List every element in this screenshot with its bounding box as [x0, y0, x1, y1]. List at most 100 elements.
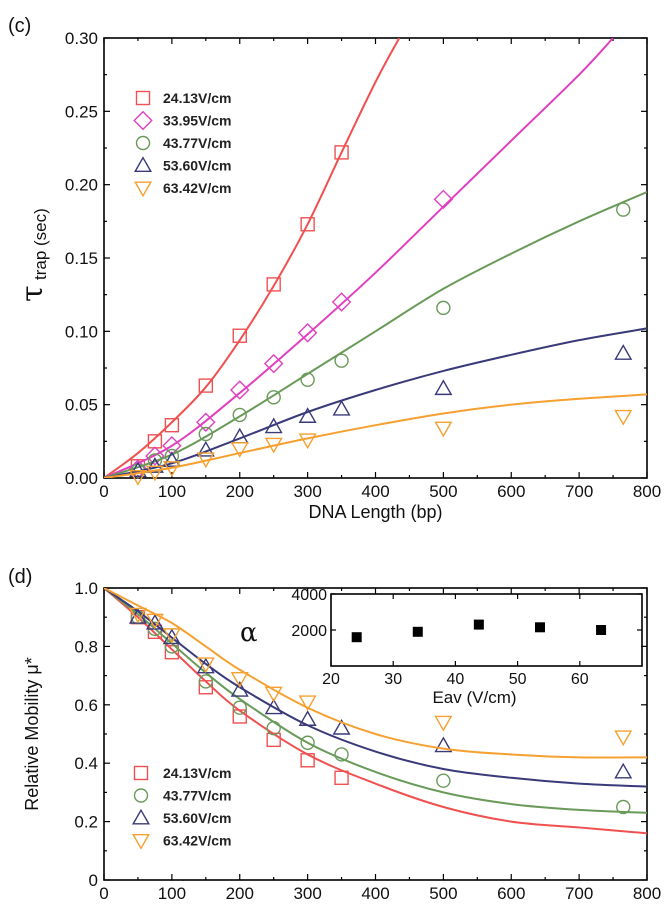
panel-c-yaxis-title-sub: trap (sec)	[31, 208, 50, 280]
panel-c-xtick-label: 800	[633, 482, 661, 501]
panel-d-inset-point	[412, 626, 423, 637]
panel-c-series-4377vcm-point	[436, 300, 451, 316]
panel-c-xtick-label: 0	[99, 482, 108, 501]
panel-d: 0 100 200 300 400 500 600 700 800 0 0.2 0.4 0.6 0.8 1.…	[8, 566, 661, 906]
panel-c-legend-label: 63.42V/cm	[163, 180, 232, 196]
panel-d-series-6342vcm-point	[264, 686, 283, 703]
panel-c-series-3395vcm-point	[331, 292, 352, 312]
panel-c-xtick-label: 700	[565, 482, 593, 501]
panel-d-series-5360vcm-point	[614, 762, 633, 779]
panel-d-series-4377vcm-point	[164, 639, 180, 654]
panel-d-xtick-label: 600	[497, 884, 525, 903]
panel-c-xaxis-title: DNA Length (bp)	[308, 502, 442, 522]
panel-c-series-2413vcm-fit-line	[104, 38, 401, 478]
panel-c-series-5360vcm-point	[196, 440, 215, 457]
panel-c-series-6342vcm-point	[230, 442, 249, 458]
panel-c-series-4377vcm-point	[198, 426, 214, 442]
panel-c-series-3395vcm-point	[297, 323, 318, 343]
panel-c-series-6342vcm-point	[614, 409, 633, 426]
panel-c-series-3395vcm-point	[263, 353, 284, 374]
panel-c-series-6342vcm	[104, 393, 647, 486]
panel-c-series-5360vcm-point	[145, 457, 164, 473]
panel-c-series-3395vcm-point	[433, 189, 454, 210]
panel-c-series-4377vcm-point	[616, 202, 631, 217]
panel-d-series-4377vcm-point	[334, 747, 349, 762]
panel-c-series-6342vcm-point	[434, 421, 453, 438]
panel-c-series-4377vcm-point	[300, 372, 315, 387]
panel-d-ytick-label: 0.4	[74, 754, 98, 773]
panel-d-legend-label: 43.77V/cm	[163, 788, 232, 804]
panel-c-series-2413vcm-point	[334, 145, 349, 160]
panel-d-series-2413vcm-point	[334, 770, 349, 785]
panel-d-legend-label: 53.60V/cm	[163, 810, 232, 826]
panel-d-series-5360vcm-point	[332, 718, 351, 735]
panel-c-series-6342vcm-point	[162, 461, 181, 477]
panel-c-series-4377vcm-point	[232, 407, 247, 423]
panel-d-xtick-label: 200	[226, 884, 254, 903]
panel-c-legend-marker	[133, 110, 153, 131]
panel-c-series-5360vcm-point	[128, 461, 147, 478]
panel-d-series-6342vcm-fit-line	[104, 588, 647, 759]
panel-d-inset-yaxis-title: α	[240, 618, 258, 648]
panel-c-ytick-label: 0.05	[65, 396, 98, 415]
panel-c-series-4377vcm-point	[334, 353, 349, 368]
panel-c-series-5360vcm-fit-line	[104, 327, 647, 478]
panel-d-inset-xtick-label: 30	[384, 671, 402, 688]
panel-c-legend-label: 53.60V/cm	[163, 158, 232, 174]
panel-d-ytick-label: 0.8	[74, 637, 98, 656]
panel-c-series-5360vcm-point	[332, 399, 351, 416]
panel-d-series-2413vcm-point	[198, 680, 214, 695]
panel-c-series-3395vcm-point	[229, 380, 250, 400]
panel-c-ytick-label: 0.10	[65, 322, 98, 341]
panel-d-series-6342vcm	[104, 588, 647, 759]
panel-c-series-3395vcm-fit-line	[104, 38, 614, 478]
panel-d-series-5360vcm-point	[434, 736, 453, 753]
panel-c-yaxis-title-tau: τ	[15, 285, 50, 302]
panel-c-legend-label: 33.95V/cm	[163, 113, 232, 129]
panel-d-legend: 24.13V/cm 43.77V/cm 53.60V/cm 63.42V/cm	[131, 765, 232, 850]
panel-c-series-5360vcm-point	[264, 417, 283, 434]
panel-c-legend-marker	[135, 90, 151, 106]
panel-d-xtick-label: 700	[565, 884, 593, 903]
panel-d-series-6342vcm-point	[614, 730, 633, 747]
panel-d-inset-frame	[330, 593, 643, 667]
panel-d-series-6342vcm-point	[145, 613, 164, 630]
panel-d-legend-marker	[131, 808, 151, 825]
panel-c-legend-marker	[133, 181, 153, 198]
panel-c-ytick-label: 0.20	[65, 176, 98, 195]
panel-c-series-4377vcm-point	[266, 390, 281, 405]
panel-d-xtick-label: 800	[633, 884, 661, 903]
panel-d-inset-point	[351, 632, 362, 643]
panel-c-legend-marker	[135, 135, 151, 151]
panel-c-series-6342vcm-point	[196, 452, 215, 469]
panel-c-series-5360vcm-point	[162, 451, 181, 467]
panel-d-inset-xtick-label: 60	[571, 671, 589, 688]
panel-d-series-6342vcm-point	[162, 628, 181, 644]
panel-d-xtick-label: 0	[99, 884, 108, 903]
panel-c-series-3395vcm-point	[145, 446, 165, 466]
panel-d-inset-xtick-label: 40	[447, 671, 465, 688]
panel-d-ytick-label: 0.6	[74, 696, 98, 715]
panel-c-series-2413vcm-point	[266, 277, 281, 292]
panel-c-legend-marker	[133, 156, 153, 173]
panel-c-series-6342vcm-point	[298, 433, 317, 450]
panel-d-series-4377vcm-point	[436, 773, 451, 788]
panel-c-yaxis-title: τ trap (sec)	[15, 208, 50, 302]
panel-c-series-4377vcm	[104, 191, 647, 478]
panel-c-series-2413vcm-point	[232, 328, 247, 343]
panel-d-inset-xtick-label: 20	[322, 671, 340, 688]
panel-d-series-4377vcm-point	[198, 674, 214, 689]
panel-c-legend-label: 43.77V/cm	[163, 135, 232, 151]
panel-d-xtick-label: 300	[293, 884, 321, 903]
panel-d-series-5360vcm-point	[230, 680, 249, 697]
panel-d-inset-point	[534, 622, 545, 633]
panel-d-series-4377vcm-point	[232, 700, 247, 715]
panel-c-legend: 24.13V/cm 33.95V/cm 43.77V/cm 53.60V/cm 63.4…	[133, 90, 232, 198]
panel-d-xtick-label: 500	[429, 884, 457, 903]
panel-d-series-5360vcm-point	[298, 710, 317, 726]
panel-c-series-5360vcm-point	[614, 344, 633, 360]
panel-d-series-2413vcm-point	[232, 709, 247, 724]
panel-d-xtick-label: 100	[158, 884, 186, 903]
panel-c-series-6342vcm-point	[145, 465, 164, 482]
